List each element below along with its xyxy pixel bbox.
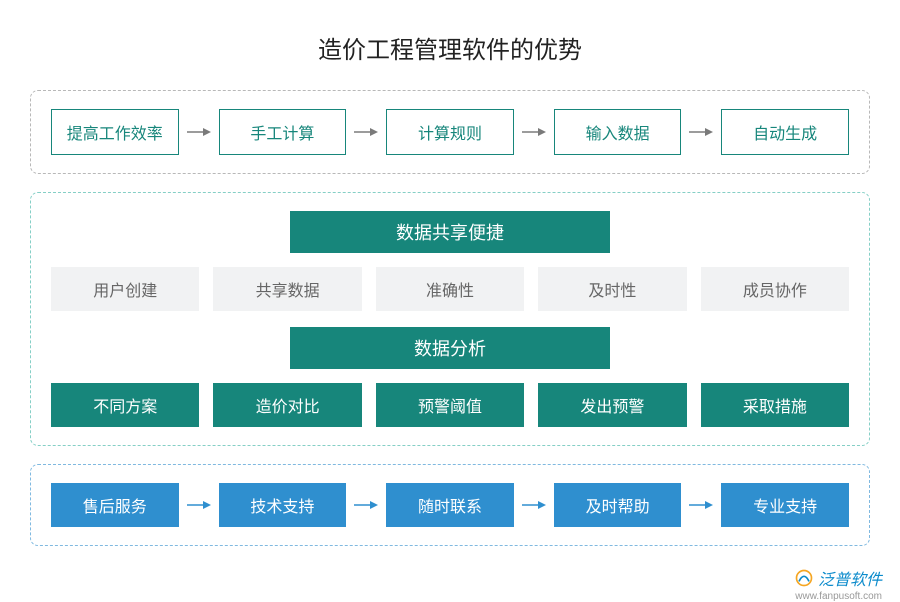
s1-box-1: 手工计算: [219, 109, 347, 155]
s3-box-1: 技术支持: [219, 483, 347, 527]
s2b-box-4: 采取措施: [701, 383, 849, 427]
page-title: 造价工程管理软件的优势: [30, 30, 870, 65]
s3-box-3: 及时帮助: [554, 483, 682, 527]
s3-box-4: 专业支持: [721, 483, 849, 527]
header-data-analysis: 数据分析: [290, 327, 610, 369]
s3-box-0: 售后服务: [51, 483, 179, 527]
arrow-right-icon: [187, 126, 211, 138]
s1-box-3: 输入数据: [554, 109, 682, 155]
header-data-sharing: 数据共享便捷: [290, 211, 610, 253]
watermark: 泛普软件 www.fanpusoft.com: [794, 566, 882, 590]
s2b-box-0: 不同方案: [51, 383, 199, 427]
arrow-right-icon: [689, 126, 713, 138]
arrow-right-icon: [522, 126, 546, 138]
arrow-right-icon: [689, 499, 713, 511]
s2a-box-3: 及时性: [538, 267, 686, 311]
s2a-box-2: 准确性: [376, 267, 524, 311]
s1-box-2: 计算规则: [386, 109, 514, 155]
arrow-right-icon: [354, 499, 378, 511]
section-efficiency: 提高工作效率手工计算计算规则输入数据自动生成: [30, 90, 870, 174]
s2b-box-1: 造价对比: [213, 383, 361, 427]
arrow-right-icon: [354, 126, 378, 138]
section-service: 售后服务技术支持随时联系及时帮助专业支持: [30, 464, 870, 546]
s2a-box-4: 成员协作: [701, 267, 849, 311]
s2b-box-3: 发出预警: [538, 383, 686, 427]
s2b-box-2: 预警阈值: [376, 383, 524, 427]
section-data: 数据共享便捷 用户创建共享数据准确性及时性成员协作 数据分析 不同方案造价对比预…: [30, 192, 870, 446]
watermark-text: 泛普软件: [818, 566, 882, 590]
s1-box-4: 自动生成: [721, 109, 849, 155]
s1-box-0: 提高工作效率: [51, 109, 179, 155]
arrow-right-icon: [187, 499, 211, 511]
arrow-right-icon: [522, 499, 546, 511]
s2a-box-1: 共享数据: [213, 267, 361, 311]
watermark-url: www.fanpusoft.com: [795, 591, 882, 602]
s3-box-2: 随时联系: [386, 483, 514, 527]
logo-icon: [794, 568, 814, 588]
s2a-box-0: 用户创建: [51, 267, 199, 311]
